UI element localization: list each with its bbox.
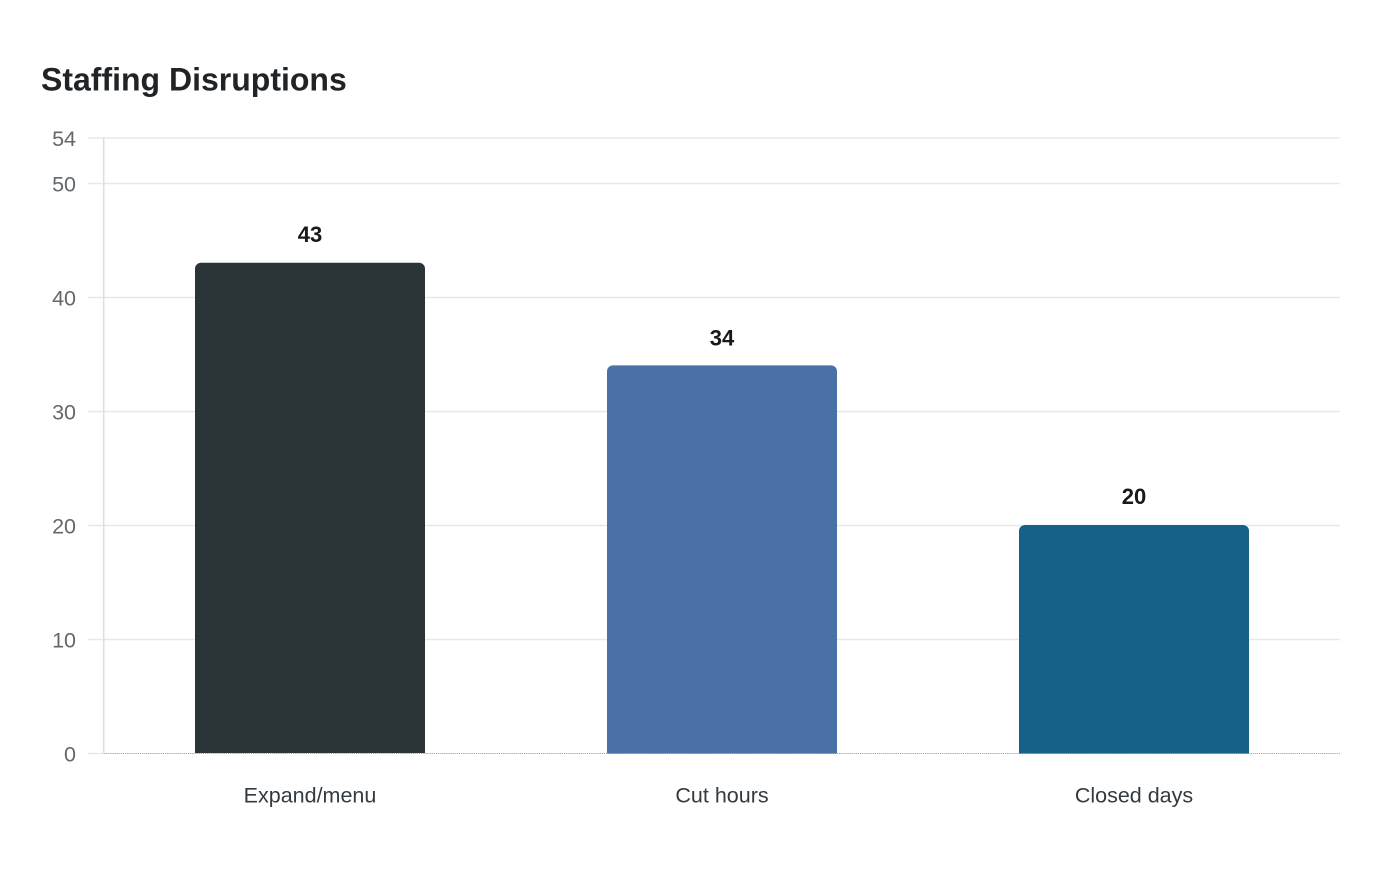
svg-text:10: 10 <box>52 629 76 653</box>
svg-text:Closed days: Closed days <box>1075 783 1193 807</box>
svg-text:Staffing Disruptions: Staffing Disruptions <box>41 61 347 97</box>
svg-text:40: 40 <box>52 287 76 311</box>
svg-text:Cut hours: Cut hours <box>675 783 768 807</box>
svg-text:20: 20 <box>1122 484 1146 509</box>
svg-text:50: 50 <box>52 173 76 197</box>
svg-text:43: 43 <box>298 222 322 247</box>
svg-text:Expand/menu: Expand/menu <box>244 783 377 807</box>
svg-text:20: 20 <box>52 515 76 539</box>
svg-text:0: 0 <box>64 743 76 767</box>
svg-text:54: 54 <box>52 127 76 151</box>
svg-text:34: 34 <box>710 326 735 351</box>
svg-text:30: 30 <box>52 401 76 425</box>
